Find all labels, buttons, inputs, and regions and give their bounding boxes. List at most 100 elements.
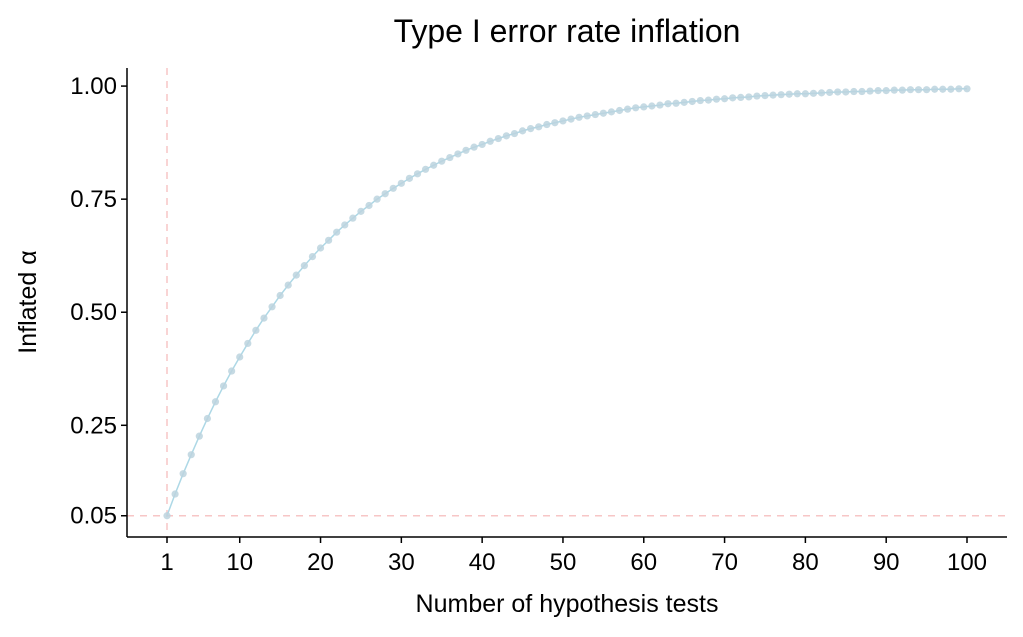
point <box>421 165 430 173</box>
point <box>939 85 947 93</box>
point <box>648 102 656 110</box>
point <box>252 326 260 334</box>
point <box>769 91 777 99</box>
point <box>591 110 599 119</box>
x-tick-label: 70 <box>711 549 738 576</box>
point <box>316 244 325 252</box>
point <box>195 432 203 440</box>
point <box>785 90 793 98</box>
point <box>284 281 292 289</box>
y-tick-label: 0.50 <box>70 299 117 326</box>
point <box>325 236 333 244</box>
x-tick-label: 40 <box>469 549 496 576</box>
point <box>518 127 527 135</box>
point <box>478 140 486 149</box>
x-tick-label: 20 <box>307 549 334 576</box>
point <box>502 132 510 140</box>
y-tick-label: 0.75 <box>70 186 117 213</box>
point <box>745 93 753 101</box>
point <box>640 103 648 111</box>
point <box>179 470 187 478</box>
point <box>163 512 171 520</box>
point <box>834 88 842 96</box>
x-tick-label: 10 <box>226 549 253 576</box>
point <box>632 104 640 112</box>
point <box>494 134 502 143</box>
point <box>624 105 632 113</box>
point <box>882 87 890 95</box>
point <box>712 95 721 103</box>
point <box>729 94 737 102</box>
point <box>567 115 575 123</box>
point <box>615 106 624 115</box>
point <box>292 271 300 279</box>
x-tick-label: 30 <box>388 549 415 576</box>
x-tick-label: 90 <box>873 549 900 576</box>
point <box>874 87 882 95</box>
point <box>187 451 195 459</box>
point <box>817 89 826 97</box>
x-axis-title: Number of hypothesis tests <box>416 590 719 618</box>
point <box>349 214 357 222</box>
point <box>228 367 236 375</box>
point <box>413 170 422 178</box>
point <box>801 90 809 98</box>
point <box>486 137 494 145</box>
point <box>761 91 769 100</box>
point <box>809 89 818 97</box>
point <box>333 228 341 236</box>
point <box>244 339 252 348</box>
point <box>527 125 535 133</box>
point <box>866 87 874 95</box>
point <box>737 93 745 101</box>
point <box>236 353 244 361</box>
point <box>341 221 349 229</box>
point <box>955 85 963 93</box>
point <box>656 101 664 109</box>
point <box>858 87 866 96</box>
point <box>470 143 478 151</box>
point <box>430 161 438 169</box>
point <box>397 179 405 187</box>
point <box>543 120 551 129</box>
point <box>947 85 955 93</box>
y-tick-label: 1.00 <box>70 73 117 100</box>
point <box>260 314 268 322</box>
point <box>454 150 462 158</box>
point <box>963 85 971 93</box>
point <box>793 90 801 98</box>
point <box>268 303 276 311</box>
point <box>850 87 858 96</box>
point <box>753 92 761 100</box>
point <box>664 100 672 108</box>
point <box>688 97 696 106</box>
point <box>551 119 559 127</box>
point <box>607 108 616 116</box>
point <box>462 146 470 154</box>
point <box>357 207 365 215</box>
point <box>599 109 607 117</box>
point <box>381 190 389 198</box>
point <box>308 252 317 261</box>
point <box>203 414 212 423</box>
point <box>219 382 228 390</box>
point <box>931 85 939 93</box>
point <box>583 112 591 120</box>
point <box>914 86 923 94</box>
y-axis-title: Inflated α <box>14 250 42 353</box>
y-tick-label: 0.05 <box>70 503 117 530</box>
point <box>777 91 785 99</box>
point <box>373 195 381 203</box>
x-tick-label: 1 <box>160 549 173 576</box>
point <box>680 98 688 106</box>
point <box>898 86 906 94</box>
point <box>211 398 220 406</box>
point <box>890 86 898 94</box>
point <box>446 153 454 162</box>
point <box>672 99 680 107</box>
x-tick-label: 100 <box>947 549 987 576</box>
point <box>720 95 729 103</box>
